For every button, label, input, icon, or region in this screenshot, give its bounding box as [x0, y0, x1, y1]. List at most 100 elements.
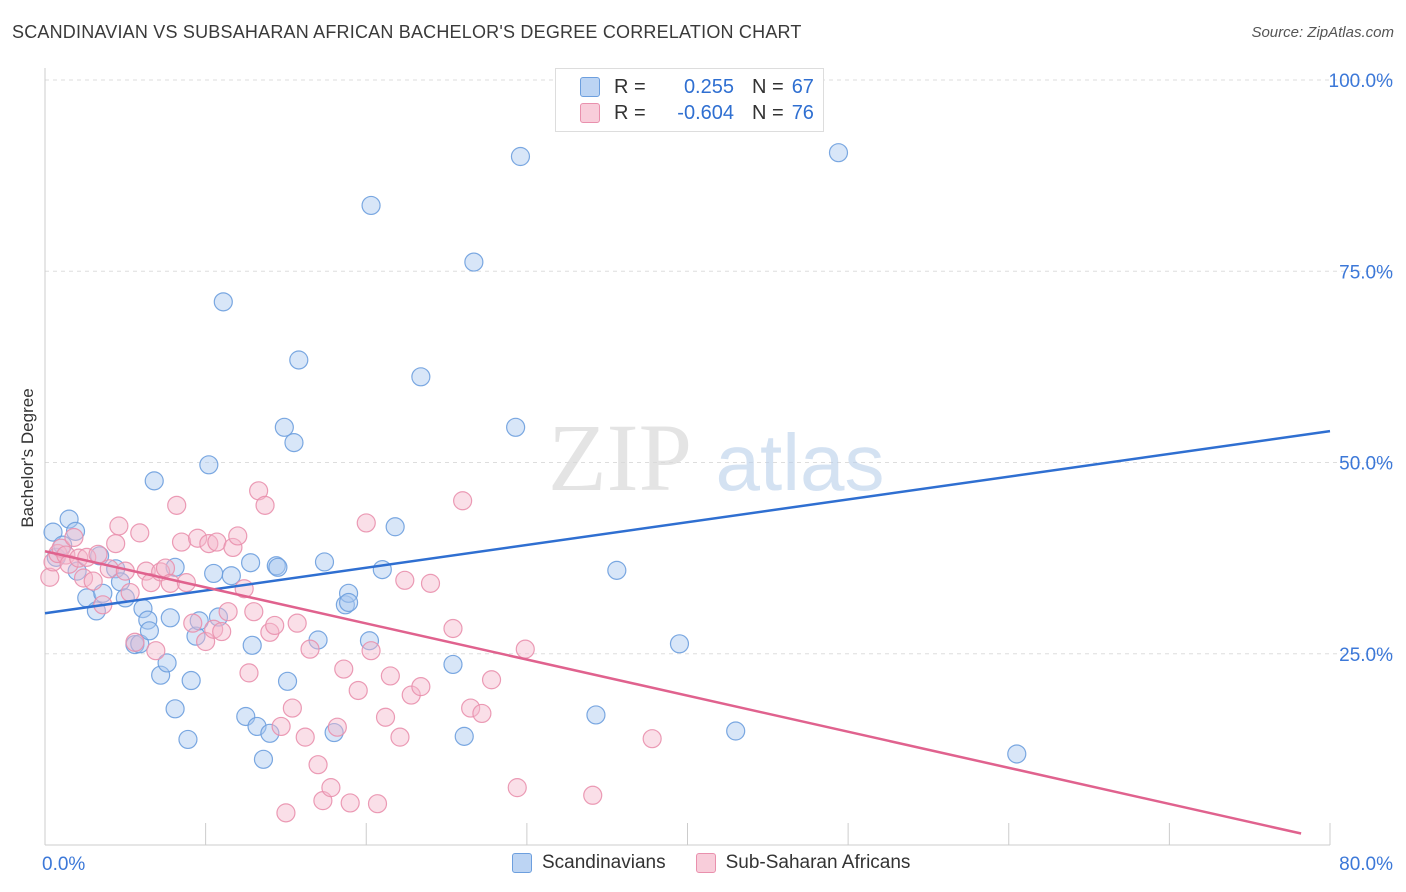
scandinavian-point: [160, 608, 180, 628]
scandinavian-point: [43, 522, 63, 542]
legend-row-scandinavians: R = 0.255 N = 67: [580, 74, 814, 100]
subsaharan-point: [453, 491, 473, 511]
scandinavian-point: [361, 195, 381, 216]
subsaharan-point: [334, 659, 354, 679]
subsaharan-point: [411, 677, 431, 697]
scandinavian-point: [221, 566, 241, 586]
legend-n-value: 76: [791, 101, 814, 124]
legend-r-value: -0.604: [677, 101, 734, 124]
scandinavian-point: [241, 553, 261, 573]
subsaharan-point: [64, 527, 84, 548]
scandinavian-point: [289, 350, 309, 370]
subsaharan-point: [507, 778, 527, 798]
subsaharan-point: [260, 622, 280, 642]
subsaharan-point: [223, 537, 243, 558]
scandinavian-point: [260, 723, 280, 743]
legend-swatch-blue: [512, 853, 532, 873]
subsaharan-point: [59, 554, 79, 574]
scandinavian-point: [1007, 744, 1027, 764]
subsaharan-point: [271, 716, 291, 737]
series-legend: Scandinavians Sub-Saharan Africans: [512, 852, 940, 874]
legend-item-subsaharan[interactable]: Sub-Saharan Africans: [695, 852, 911, 874]
subsaharan-point: [130, 523, 150, 543]
scandinavian-point: [314, 552, 335, 572]
scandinavian-point: [828, 143, 849, 163]
legend-swatch-pink: [695, 853, 716, 873]
legend-n-value: 67: [791, 75, 814, 98]
subsaharan-point: [109, 516, 129, 536]
subsaharan-point: [395, 570, 415, 590]
legend-n-label: N =: [752, 101, 784, 124]
trend-layer: [44, 429, 1331, 835]
subsaharan-point: [461, 698, 481, 718]
subsaharan-point: [146, 641, 166, 661]
legend-item-scandinavians[interactable]: Scandinavians: [512, 852, 666, 874]
subsaharan-point: [244, 602, 264, 622]
subsaharan-point: [183, 613, 203, 633]
subsaharan-point: [420, 573, 441, 593]
legend-r-label: R =: [614, 75, 646, 98]
subsaharan-point: [515, 639, 535, 659]
legend-n-label: N =: [752, 75, 784, 98]
points-layer: [40, 143, 1027, 823]
legend-swatch-pink: [580, 103, 600, 123]
scandinavian-point: [213, 292, 233, 312]
subsaharan-point: [367, 794, 388, 814]
legend-r-value: 0.255: [683, 75, 734, 98]
scandinavian-point: [586, 705, 606, 725]
subsaharan-point: [287, 613, 307, 633]
subsaharan-point: [375, 707, 396, 727]
scandinavian-point: [208, 607, 229, 627]
scandinavian-point: [510, 146, 531, 167]
subsaharan-point: [265, 615, 285, 636]
subsaharan-point: [204, 619, 224, 639]
scandinavian-point: [454, 726, 474, 746]
scandinavian-point: [204, 563, 224, 584]
legend-label-subsaharan: Sub-Saharan Africans: [725, 852, 911, 873]
subsaharan-point: [40, 567, 60, 587]
scandinavian-point: [277, 671, 298, 691]
subsaharan-point: [300, 639, 320, 659]
scandinavian-point: [324, 722, 344, 743]
scandinavian-point: [669, 634, 690, 654]
subsaharan-point: [308, 755, 328, 775]
subsaharan-trend-line: [44, 550, 1302, 835]
source-label: Source: ZipAtlas.com: [1251, 24, 1394, 41]
y-tick-label: 25.0%: [1339, 645, 1393, 666]
subsaharan-point: [583, 785, 603, 805]
correlation-legend: R = 0.255 N = 67 R = -0.604 N = 76: [555, 68, 824, 132]
subsaharan-point: [321, 778, 341, 798]
subsaharan-point: [239, 663, 259, 683]
legend-r-label: R =: [614, 101, 646, 124]
chart-title: SCANDINAVIAN VS SUBSAHARAN AFRICAN BACHE…: [12, 22, 802, 42]
scandinavian-point: [242, 635, 262, 655]
scandinavian-point: [335, 595, 355, 615]
scandinavian-point: [144, 471, 164, 491]
y-axis-label: Bachelor's Degree: [18, 388, 37, 527]
scandinavian-point: [59, 509, 79, 529]
subsaharan-point: [295, 727, 315, 747]
subsaharan-point: [255, 495, 275, 515]
watermark-atlas: atlas: [716, 418, 885, 507]
subsaharan-point: [642, 729, 662, 749]
subsaharan-point: [481, 670, 502, 690]
subsaharan-point: [218, 602, 238, 622]
scandinavian-point: [726, 721, 746, 741]
watermark: ZIP atlas: [548, 404, 884, 511]
subsaharan-point: [106, 533, 126, 554]
y-tick-label: 50.0%: [1339, 454, 1393, 475]
subsaharan-point: [125, 632, 145, 652]
subsaharan-point: [390, 727, 410, 747]
scandinavian-point: [385, 517, 405, 537]
scandinavian-point: [506, 417, 526, 437]
subsaharan-point: [228, 526, 248, 546]
subsaharan-point: [212, 621, 232, 642]
subsaharan-point: [348, 680, 368, 701]
scandinavian-point: [199, 455, 219, 475]
subsaharan-point: [356, 513, 376, 533]
scandinavian-point: [274, 417, 294, 437]
subsaharan-point: [282, 698, 302, 718]
y-tick-label: 100.0%: [1329, 71, 1394, 92]
subsaharan-point: [167, 495, 187, 515]
scandinavian-point: [443, 654, 463, 675]
